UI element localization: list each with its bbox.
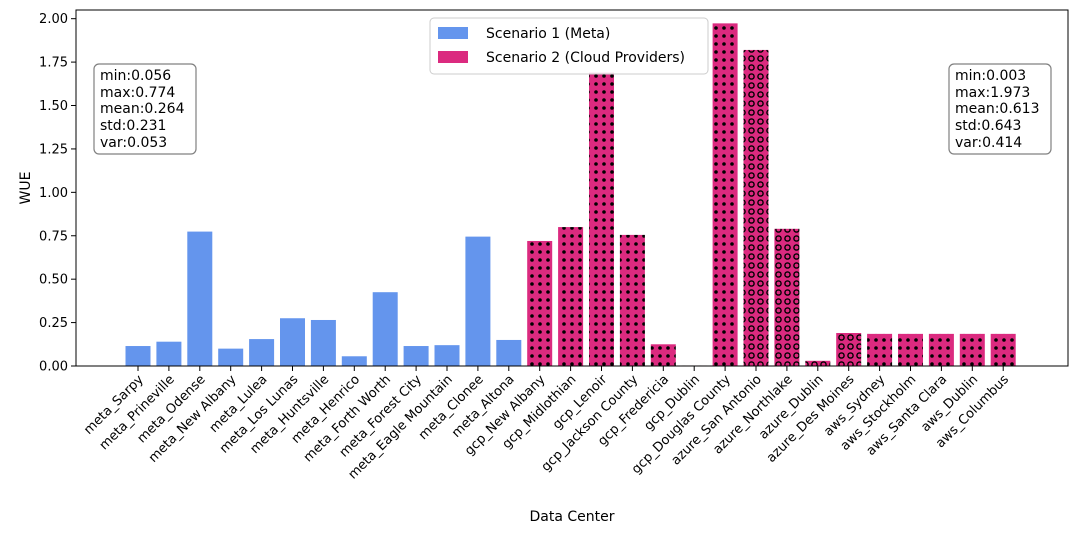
bar-azure-dublin (805, 360, 831, 366)
y-tick-label: 0.25 (39, 316, 68, 331)
bar-azure-northlake (774, 228, 800, 366)
bar-meta-sarpy (125, 346, 151, 366)
bar-aws-dublin (959, 333, 985, 366)
stats-box-meta-frame (93, 63, 197, 155)
stats-meta-min: min:0.056 (100, 68, 171, 84)
y-axis-label: WUE (18, 172, 34, 205)
stats-box-meta: min:0.056 max:0.774 mean:0.264 std:0.231… (93, 63, 197, 155)
stats-meta-mean: mean:0.264 (100, 101, 185, 117)
bar-gcp-lenoir (589, 72, 614, 367)
bar-gcp-new-albany (527, 240, 553, 366)
legend-label-cloud: Scenario 2 (Cloud Providers) (486, 50, 685, 66)
bar-meta-new-albany (218, 348, 244, 366)
y-tick-label: 2.00 (39, 12, 68, 27)
legend-swatch-meta (438, 27, 468, 39)
bar-meta-forest-city (403, 346, 429, 366)
plot-frame (75, 9, 1069, 367)
stats-meta-std: std:0.231 (100, 118, 166, 134)
bar-gcp-jackson-county (619, 234, 645, 366)
bar-meta-huntsville (310, 319, 336, 366)
bar-meta-eagle-mountain (434, 345, 460, 366)
x-axis-label: Data Center (530, 509, 615, 525)
bar-aws-columbus (990, 333, 1016, 366)
bar-aws-santa-clara (928, 333, 954, 366)
stats-meta-var: var:0.053 (100, 135, 167, 151)
legend-swatch-cloud (438, 51, 468, 63)
bar-aws-sydney (867, 333, 893, 366)
y-tick-label: 0.50 (39, 273, 68, 288)
legend-label-meta: Scenario 1 (Meta) (486, 26, 610, 42)
bar-azure-san-antonio (743, 49, 769, 366)
bar-meta-prineville (156, 341, 182, 366)
bar-meta-clonee (465, 236, 491, 366)
bar-azure-des-moines (836, 333, 862, 366)
legend-frame (429, 17, 709, 75)
y-tick-label: 0.75 (39, 229, 68, 244)
bar-meta-altona (496, 339, 522, 366)
bar-meta-lulea (249, 339, 275, 366)
legend: Scenario 1 (Meta) Scenario 2 (Cloud Prov… (429, 17, 709, 75)
stats-cloud-std: std:0.643 (955, 118, 1021, 134)
stats-cloud-mean: mean:0.613 (955, 101, 1040, 117)
bar-meta-odense (187, 231, 213, 366)
y-tick-label: 1.25 (39, 142, 68, 157)
stats-box-cloud: min:0.003 max:1.973 mean:0.613 std:0.643… (948, 63, 1052, 155)
y-tick-label: 1.00 (39, 186, 68, 201)
y-tick-label: 0.00 (39, 360, 68, 375)
bar-gcp-douglas-county (712, 23, 738, 367)
bar-gcp-midlothian (558, 227, 584, 366)
stats-meta-max: max:0.774 (100, 85, 175, 101)
bar-meta-henrico (341, 356, 367, 366)
bar-meta-forth-worth (372, 292, 398, 366)
stats-cloud-min: min:0.003 (955, 68, 1026, 84)
y-tick-label: 1.75 (39, 56, 68, 71)
stats-cloud-var: var:0.414 (955, 135, 1022, 151)
bar-meta-los-lunas (280, 318, 305, 366)
stats-cloud-max: max:1.973 (955, 85, 1030, 101)
stats-box-cloud-frame (948, 63, 1052, 155)
bar-gcp-fredericia (650, 344, 676, 366)
y-tick-label: 1.50 (39, 99, 68, 114)
bar-aws-stockholm (898, 333, 923, 366)
